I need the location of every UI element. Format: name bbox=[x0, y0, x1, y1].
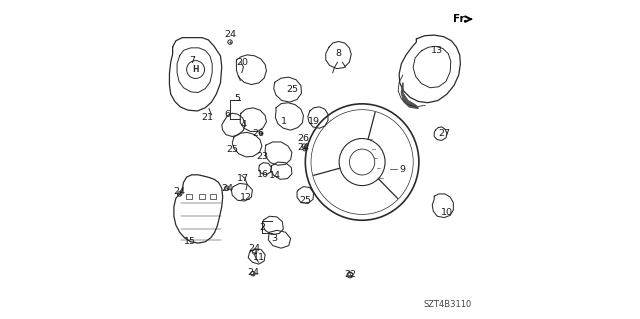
Text: 24: 24 bbox=[173, 187, 186, 196]
Text: 25: 25 bbox=[300, 196, 311, 205]
Text: 9: 9 bbox=[399, 165, 405, 174]
Text: 23: 23 bbox=[257, 152, 269, 161]
Text: 14: 14 bbox=[269, 171, 281, 180]
Text: 25: 25 bbox=[227, 145, 239, 154]
Text: 26: 26 bbox=[298, 134, 309, 143]
Text: 20: 20 bbox=[236, 58, 248, 67]
Text: 24: 24 bbox=[221, 184, 234, 193]
Text: 24: 24 bbox=[298, 143, 309, 152]
Bar bbox=[199, 194, 205, 199]
Text: 2: 2 bbox=[259, 223, 265, 232]
Text: SZT4B3110: SZT4B3110 bbox=[423, 300, 472, 309]
Text: 25: 25 bbox=[287, 85, 299, 94]
Bar bbox=[186, 194, 193, 199]
Text: 10: 10 bbox=[441, 208, 453, 217]
Text: 13: 13 bbox=[431, 46, 444, 55]
Text: 26: 26 bbox=[252, 129, 264, 138]
Bar bbox=[210, 194, 216, 199]
Text: 7: 7 bbox=[189, 56, 195, 65]
Text: 16: 16 bbox=[257, 170, 269, 179]
Text: 24: 24 bbox=[224, 30, 236, 39]
Text: 22: 22 bbox=[344, 271, 356, 279]
Text: 27: 27 bbox=[438, 130, 451, 138]
Text: 11: 11 bbox=[253, 253, 266, 262]
Text: 3: 3 bbox=[271, 234, 278, 243]
Text: 6: 6 bbox=[225, 110, 230, 119]
Text: 21: 21 bbox=[202, 113, 214, 122]
Text: Fr.: Fr. bbox=[452, 14, 467, 24]
Text: 24: 24 bbox=[248, 244, 260, 253]
Text: 4: 4 bbox=[241, 120, 246, 129]
Text: 24: 24 bbox=[248, 268, 260, 277]
Text: H: H bbox=[193, 65, 199, 74]
Polygon shape bbox=[401, 83, 419, 108]
Text: 17: 17 bbox=[237, 174, 249, 183]
Text: 5: 5 bbox=[235, 94, 241, 103]
Text: 8: 8 bbox=[335, 49, 342, 58]
Text: 15: 15 bbox=[184, 237, 196, 246]
Text: 12: 12 bbox=[240, 193, 252, 202]
Text: 19: 19 bbox=[308, 117, 320, 126]
Text: 1: 1 bbox=[281, 117, 287, 126]
